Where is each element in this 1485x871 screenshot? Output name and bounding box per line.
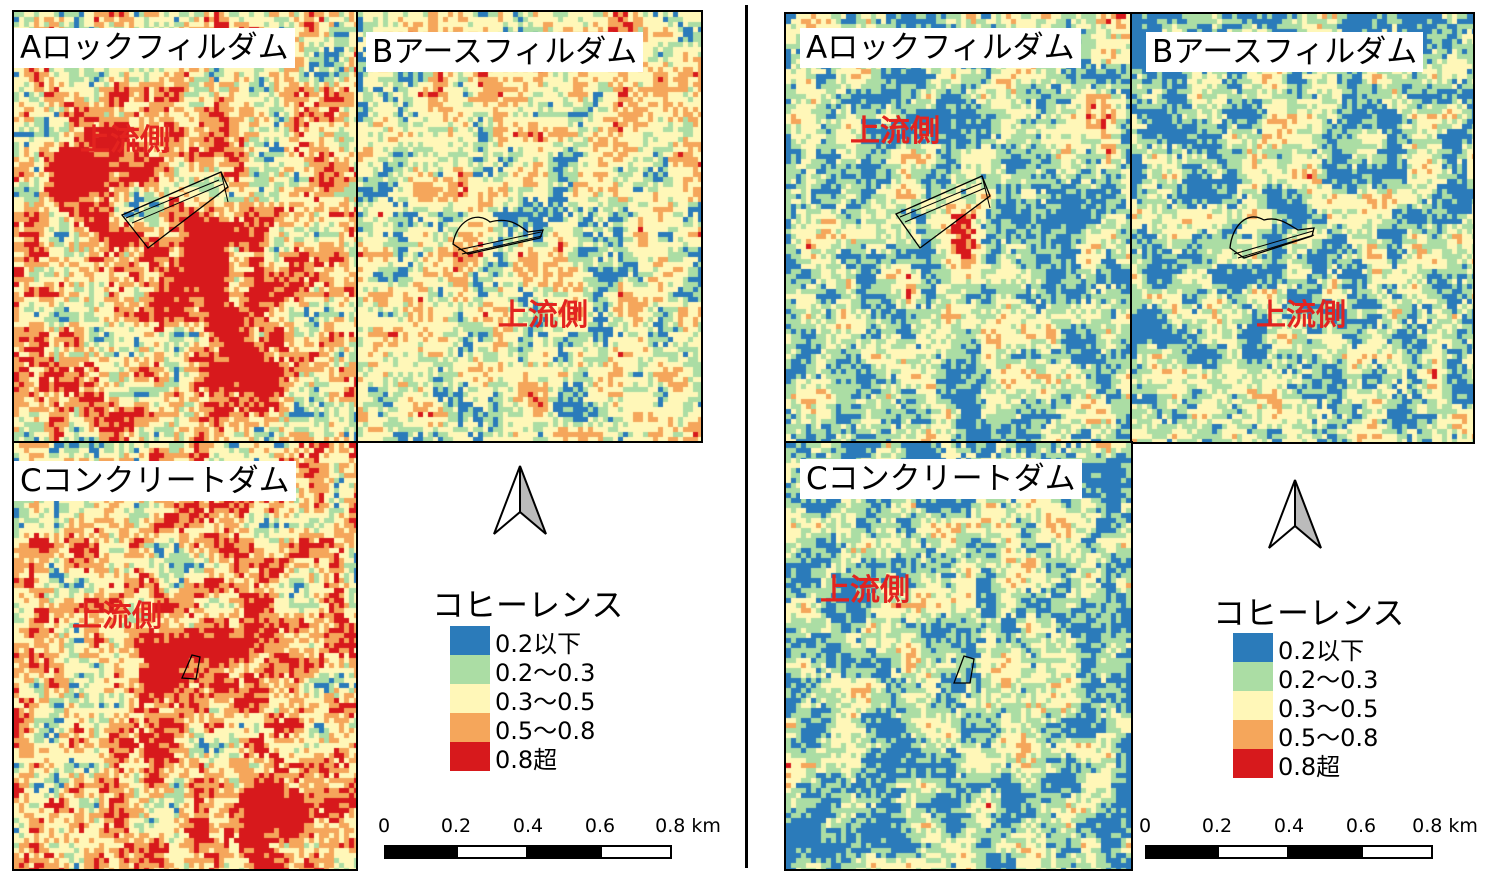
panel-divider [745, 5, 748, 868]
legend-swatch [1233, 662, 1273, 691]
legend-swatch [1233, 691, 1273, 720]
dam-outline [452, 216, 544, 255]
upstream-label: 上流側 [72, 599, 162, 634]
legend-swatch [450, 626, 490, 655]
map-title: Bアースフィルダム [1146, 32, 1424, 72]
coherence-raster [14, 443, 356, 869]
legend-label: 0.5〜0.8 [495, 717, 596, 745]
upstream-label: 上流側 [850, 114, 940, 149]
map-a-rockfill-dam: Aロックフィルダム 上流側 [12, 10, 358, 443]
legend-label: 0.8超 [495, 746, 558, 774]
legend-title: コヒーレンス [1213, 594, 1405, 632]
legend-label: 0.3〜0.5 [495, 688, 596, 716]
scale-tick: 0 [377, 815, 391, 837]
legend-label: 0.8超 [1278, 753, 1341, 781]
legend-swatch [1233, 720, 1273, 749]
scale-tick: 0.4 [512, 815, 544, 837]
map-title: Aロックフィルダム [800, 28, 1081, 68]
legend-swatch [450, 742, 490, 771]
coherence-raster [358, 12, 701, 441]
scale-tick: 0.6 [1345, 815, 1377, 837]
coherence-raster [786, 14, 1131, 442]
legend-label: 0.2以下 [1278, 637, 1365, 665]
upstream-label: 上流側 [820, 573, 910, 608]
scale-tick: 0.6 [584, 815, 616, 837]
map-title: Bアースフィルダム [366, 32, 644, 72]
legend-title: コヒーレンス [432, 586, 624, 624]
coherence-raster [786, 443, 1131, 869]
coherence-raster [14, 12, 356, 441]
legend-label: 0.2〜0.3 [495, 659, 596, 687]
legend-swatch [1233, 633, 1273, 662]
coherence-raster [1132, 14, 1473, 442]
legend-swatch [1233, 749, 1273, 778]
legend-label: 0.5〜0.8 [1278, 724, 1379, 752]
upstream-label: 上流側 [1256, 298, 1346, 333]
legend-label: 0.2〜0.3 [1278, 666, 1379, 694]
legend-swatch [450, 684, 490, 713]
upstream-label: 上流側 [80, 123, 170, 158]
map-b-earthfill-dam: Bアースフィルダム 上流側 [356, 10, 703, 443]
dam-outline [895, 175, 991, 249]
north-arrow-icon [493, 465, 547, 535]
legend-label: 0.2以下 [495, 630, 582, 658]
scale-bar: 0 0.2 0.4 0.6 0.8 km [1139, 815, 1478, 865]
scale-tick: 0.2 [1201, 815, 1233, 837]
scale-tick: 0.8 km [655, 815, 721, 837]
scale-tick: 0.2 [440, 815, 472, 837]
legend-swatch [450, 655, 490, 684]
scale-tick: 0 [1138, 815, 1152, 837]
dam-outline [953, 655, 975, 684]
north-arrow-icon [1268, 479, 1322, 549]
map-c-concrete-dam: Cコンクリートダム 上流側 [12, 441, 358, 871]
dam-outline [181, 654, 201, 680]
map-title: Aロックフィルダム [14, 28, 295, 68]
legend-swatch [450, 713, 490, 742]
scale-bar: 0 0.2 0.4 0.6 0.8 km [378, 815, 721, 865]
map-title: Cコンクリートダム [14, 461, 296, 501]
left-panel-group: Aロックフィルダム 上流側 Bアースフィルダム 上流側 Cコンクリートダム 上流… [0, 0, 742, 871]
map-c-concrete-dam: Cコンクリートダム 上流側 [784, 441, 1133, 871]
right-panel-group: Aロックフィルダム 上流側 Bアースフィルダム 上流側 Cコンクリートダム 上流… [743, 0, 1485, 871]
map-b-earthfill-dam: Bアースフィルダム 上流側 [1130, 12, 1475, 444]
scale-tick: 0.8 km [1412, 815, 1478, 837]
legend-label: 0.3〜0.5 [1278, 695, 1379, 723]
scale-tick: 0.4 [1273, 815, 1305, 837]
dam-outline [1229, 216, 1315, 259]
dam-outline [120, 171, 229, 249]
upstream-label: 上流側 [498, 298, 588, 333]
map-a-rockfill-dam: Aロックフィルダム 上流側 [784, 12, 1133, 444]
map-title: Cコンクリートダム [800, 459, 1082, 499]
